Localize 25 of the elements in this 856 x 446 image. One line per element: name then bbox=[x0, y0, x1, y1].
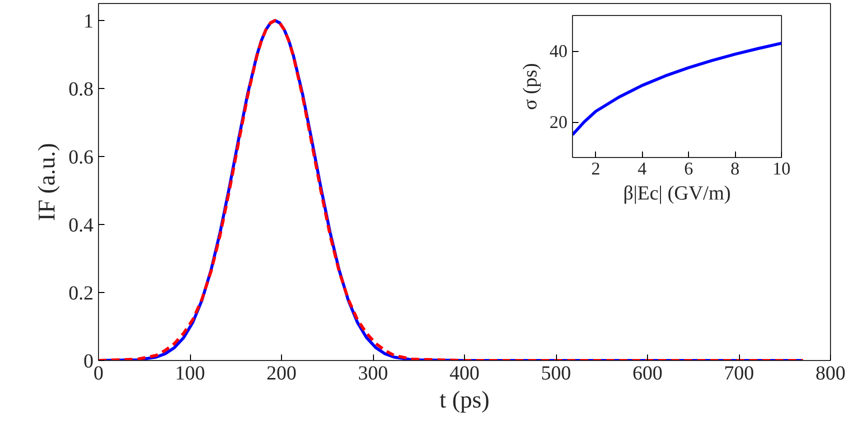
x-tick-label: 4 bbox=[638, 158, 647, 178]
x-tick-label: 700 bbox=[724, 362, 754, 384]
x-tick-label: 400 bbox=[450, 362, 480, 384]
x-tick-label: 200 bbox=[266, 362, 296, 384]
x-tick-label: 600 bbox=[632, 362, 662, 384]
line-series bbox=[572, 42, 782, 136]
x-tick-label: 6 bbox=[684, 158, 694, 178]
x-tick-label: 100 bbox=[175, 362, 205, 384]
y-axis-title: σ (ps) bbox=[520, 63, 542, 110]
y-tick-label: 0.4 bbox=[68, 214, 94, 236]
x-tick-label: 2 bbox=[591, 158, 600, 178]
x-tick-label: 500 bbox=[541, 362, 571, 384]
y-tick-label: 1 bbox=[84, 10, 94, 32]
x-tick-label: 300 bbox=[358, 362, 388, 384]
x-axis-title: t (ps) bbox=[440, 388, 490, 414]
y-tick-label: 0.2 bbox=[68, 282, 94, 304]
y-tick-label: 20 bbox=[550, 112, 568, 132]
x-tick-label: 800 bbox=[816, 362, 846, 384]
y-axis-title: IF (a.u.) bbox=[34, 143, 60, 221]
y-tick-label: 0.8 bbox=[68, 78, 94, 100]
x-tick-label: 10 bbox=[772, 158, 790, 178]
y-tick-label: 0.6 bbox=[68, 146, 94, 168]
x-tick-label: 8 bbox=[730, 158, 740, 178]
y-tick-label: 40 bbox=[550, 41, 568, 61]
x-axis-title: β|Ec| (GV/m) bbox=[623, 182, 731, 204]
